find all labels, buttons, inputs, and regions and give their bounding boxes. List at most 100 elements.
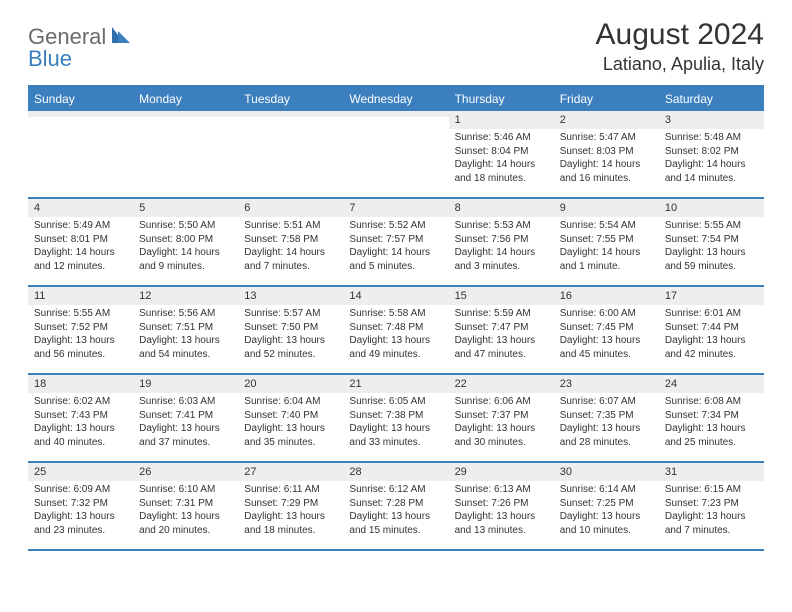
daylight2-text: and 5 minutes. [349,260,442,274]
daylight2-text: and 13 minutes. [455,524,548,538]
day-cell [133,111,238,197]
daylight1-text: Daylight: 13 hours [665,510,758,524]
day-number: 26 [133,463,238,481]
day-number: 31 [659,463,764,481]
daylight2-text: and 18 minutes. [244,524,337,538]
daylight1-text: Daylight: 13 hours [665,334,758,348]
day-body: Sunrise: 5:51 AMSunset: 7:58 PMDaylight:… [238,217,343,277]
sunrise-text: Sunrise: 5:59 AM [455,307,548,321]
daylight1-text: Daylight: 13 hours [349,510,442,524]
sunset-text: Sunset: 7:35 PM [560,409,653,423]
day-cell [343,111,448,197]
sunrise-text: Sunrise: 5:48 AM [665,131,758,145]
day-number: 10 [659,199,764,217]
day-body: Sunrise: 6:12 AMSunset: 7:28 PMDaylight:… [343,481,448,541]
day-number: 4 [28,199,133,217]
sunset-text: Sunset: 7:55 PM [560,233,653,247]
daylight2-text: and 14 minutes. [665,172,758,186]
day-cell: 3Sunrise: 5:48 AMSunset: 8:02 PMDaylight… [659,111,764,197]
sunset-text: Sunset: 7:29 PM [244,497,337,511]
day-cell: 30Sunrise: 6:14 AMSunset: 7:25 PMDayligh… [554,463,659,549]
day-number: 3 [659,111,764,129]
day-cell: 29Sunrise: 6:13 AMSunset: 7:26 PMDayligh… [449,463,554,549]
daylight1-text: Daylight: 14 hours [139,246,232,260]
daylight2-text: and 42 minutes. [665,348,758,362]
sunrise-text: Sunrise: 5:57 AM [244,307,337,321]
logo-line2: Blue [28,46,72,72]
day-cell: 13Sunrise: 5:57 AMSunset: 7:50 PMDayligh… [238,287,343,373]
day-number: 9 [554,199,659,217]
daylight2-text: and 49 minutes. [349,348,442,362]
daylight1-text: Daylight: 14 hours [349,246,442,260]
day-body: Sunrise: 5:57 AMSunset: 7:50 PMDaylight:… [238,305,343,365]
day-body: Sunrise: 6:01 AMSunset: 7:44 PMDaylight:… [659,305,764,365]
day-header: Thursday [449,87,554,111]
daylight2-text: and 10 minutes. [560,524,653,538]
daylight1-text: Daylight: 13 hours [455,422,548,436]
day-body [133,117,238,123]
daylight1-text: Daylight: 14 hours [560,246,653,260]
day-header: Monday [133,87,238,111]
day-cell: 7Sunrise: 5:52 AMSunset: 7:57 PMDaylight… [343,199,448,285]
day-body: Sunrise: 5:58 AMSunset: 7:48 PMDaylight:… [343,305,448,365]
daylight2-text: and 18 minutes. [455,172,548,186]
day-cell [238,111,343,197]
day-cell: 28Sunrise: 6:12 AMSunset: 7:28 PMDayligh… [343,463,448,549]
sunset-text: Sunset: 7:23 PM [665,497,758,511]
day-body: Sunrise: 5:50 AMSunset: 8:00 PMDaylight:… [133,217,238,277]
sunset-text: Sunset: 7:28 PM [349,497,442,511]
sunrise-text: Sunrise: 5:47 AM [560,131,653,145]
day-number: 21 [343,375,448,393]
daylight2-text: and 7 minutes. [244,260,337,274]
sunset-text: Sunset: 7:51 PM [139,321,232,335]
sunrise-text: Sunrise: 6:13 AM [455,483,548,497]
sunset-text: Sunset: 7:56 PM [455,233,548,247]
sunset-text: Sunset: 7:48 PM [349,321,442,335]
sunrise-text: Sunrise: 6:07 AM [560,395,653,409]
daylight2-text: and 12 minutes. [34,260,127,274]
week-row: 11Sunrise: 5:55 AMSunset: 7:52 PMDayligh… [28,287,764,375]
sunset-text: Sunset: 7:40 PM [244,409,337,423]
daylight1-text: Daylight: 13 hours [560,334,653,348]
daylight1-text: Daylight: 14 hours [455,158,548,172]
sail-icon [110,25,132,50]
day-number: 29 [449,463,554,481]
day-cell: 10Sunrise: 5:55 AMSunset: 7:54 PMDayligh… [659,199,764,285]
day-body [238,117,343,123]
sunset-text: Sunset: 7:50 PM [244,321,337,335]
sunrise-text: Sunrise: 6:15 AM [665,483,758,497]
sunset-text: Sunset: 7:43 PM [34,409,127,423]
sunset-text: Sunset: 7:26 PM [455,497,548,511]
daylight1-text: Daylight: 13 hours [34,510,127,524]
sunset-text: Sunset: 8:00 PM [139,233,232,247]
day-cell: 27Sunrise: 6:11 AMSunset: 7:29 PMDayligh… [238,463,343,549]
day-header: Wednesday [343,87,448,111]
sunset-text: Sunset: 7:32 PM [34,497,127,511]
daylight2-text: and 3 minutes. [455,260,548,274]
day-body: Sunrise: 6:05 AMSunset: 7:38 PMDaylight:… [343,393,448,453]
day-body: Sunrise: 6:03 AMSunset: 7:41 PMDaylight:… [133,393,238,453]
sunset-text: Sunset: 7:34 PM [665,409,758,423]
sunrise-text: Sunrise: 6:08 AM [665,395,758,409]
location-subtitle: Latiano, Apulia, Italy [596,54,764,75]
sunset-text: Sunset: 7:57 PM [349,233,442,247]
sunrise-text: Sunrise: 6:14 AM [560,483,653,497]
day-cell: 12Sunrise: 5:56 AMSunset: 7:51 PMDayligh… [133,287,238,373]
sunrise-text: Sunrise: 6:10 AM [139,483,232,497]
day-body: Sunrise: 6:13 AMSunset: 7:26 PMDaylight:… [449,481,554,541]
sunrise-text: Sunrise: 5:58 AM [349,307,442,321]
daylight1-text: Daylight: 13 hours [665,246,758,260]
daylight1-text: Daylight: 13 hours [34,422,127,436]
daylight2-text: and 23 minutes. [34,524,127,538]
day-body: Sunrise: 5:52 AMSunset: 7:57 PMDaylight:… [343,217,448,277]
day-number: 18 [28,375,133,393]
daylight2-text: and 35 minutes. [244,436,337,450]
day-cell [28,111,133,197]
daylight2-text: and 15 minutes. [349,524,442,538]
daylight1-text: Daylight: 13 hours [665,422,758,436]
sunrise-text: Sunrise: 5:52 AM [349,219,442,233]
day-body: Sunrise: 6:10 AMSunset: 7:31 PMDaylight:… [133,481,238,541]
day-body: Sunrise: 5:55 AMSunset: 7:52 PMDaylight:… [28,305,133,365]
day-body: Sunrise: 5:53 AMSunset: 7:56 PMDaylight:… [449,217,554,277]
day-number: 11 [28,287,133,305]
